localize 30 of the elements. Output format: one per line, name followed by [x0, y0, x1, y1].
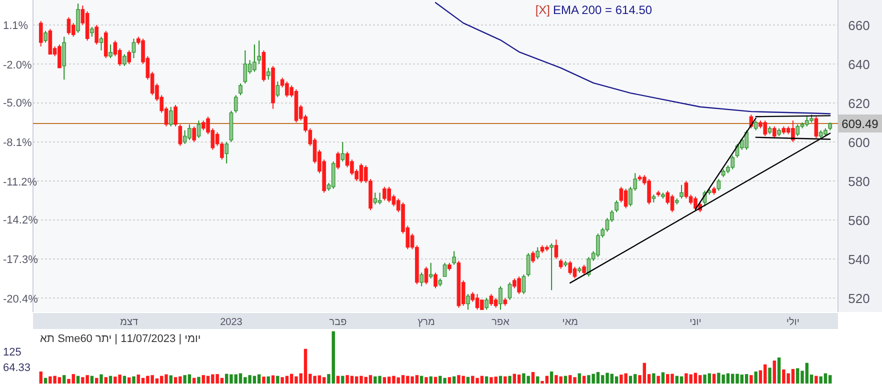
y-tick-label: 125 — [3, 346, 22, 359]
y2-tick-label: 560 — [848, 212, 870, 228]
y-tick-label: -20.4% — [3, 294, 38, 306]
y-tick-label: 1.1% — [3, 20, 28, 32]
x-tick-label: 2023 — [220, 317, 243, 328]
y-tick-label: -8.1% — [3, 137, 32, 150]
ref-line-label: 609.49 — [842, 116, 879, 131]
annotation: [X] — [535, 3, 550, 17]
y-tick-label: -5.0% — [3, 98, 32, 110]
annotation: תא Sme60 יומי | 11/07/2023 | יתר — [40, 333, 201, 345]
y2-tick-label: 640 — [848, 57, 870, 72]
x-tick-label: פבר — [329, 317, 347, 328]
x-tick-label: דצמ — [120, 317, 138, 328]
y2-tick-label: 520 — [848, 290, 870, 306]
y-tick-label: -14.2% — [3, 214, 38, 227]
y2-tick-label: 620 — [848, 96, 870, 111]
x-tick-label: יולי — [786, 316, 800, 328]
x-tick-label: יוני — [690, 317, 702, 328]
y2-tick-label: 660 — [848, 18, 870, 34]
y2-tick-label: 580 — [848, 174, 870, 189]
y-tick-label: -11.2% — [3, 176, 38, 189]
x-tick-label: אפר — [492, 317, 510, 328]
y2-tick-label: 600 — [848, 134, 870, 150]
y2-tick-label: 540 — [848, 252, 870, 267]
y-tick-label: -17.3% — [3, 254, 38, 266]
x-tick-label: מאי — [562, 317, 578, 328]
text: EMA 200 = 614.50 — [553, 3, 652, 17]
y-tick-label: -2.0% — [3, 59, 32, 72]
y-tick-label: 64.33 — [3, 362, 31, 374]
x-tick-label: מרץ — [418, 317, 435, 328]
